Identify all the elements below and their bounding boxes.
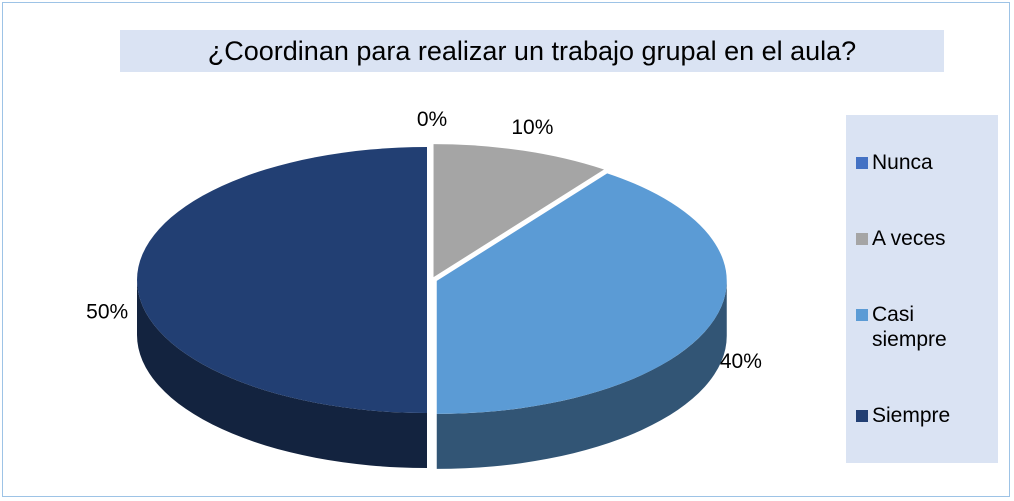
legend-label: Casi siempre	[872, 302, 947, 351]
legend-item: Casi siempre	[856, 302, 994, 352]
legend-swatch	[856, 308, 868, 321]
slice-side	[137, 280, 427, 468]
chart: 0% 10% 40% 50%	[86, 108, 762, 469]
chart-title: ¿Coordinan para realizar un trabajo grup…	[120, 30, 944, 72]
data-label: 10%	[511, 116, 553, 139]
pie-slice	[433, 144, 605, 278]
legend-item: A veces	[856, 226, 994, 251]
legend-swatch	[856, 233, 868, 246]
legend-item: Siempre	[856, 403, 994, 428]
slice-side	[436, 280, 727, 469]
data-label: 40%	[720, 350, 762, 373]
legend-label: Nunca	[872, 151, 933, 175]
data-label: 0%	[417, 108, 447, 131]
pie-slice	[436, 173, 727, 414]
legend-label: A veces	[872, 227, 946, 251]
legend-item: Nunca	[856, 150, 994, 175]
legend-swatch	[856, 157, 868, 170]
legend: Nunca A veces Casi siempre Siempre	[846, 115, 998, 463]
legend-swatch	[856, 409, 868, 422]
data-label: 50%	[86, 301, 128, 324]
legend-label: Siempre	[872, 403, 951, 427]
pie-slice	[137, 147, 427, 413]
